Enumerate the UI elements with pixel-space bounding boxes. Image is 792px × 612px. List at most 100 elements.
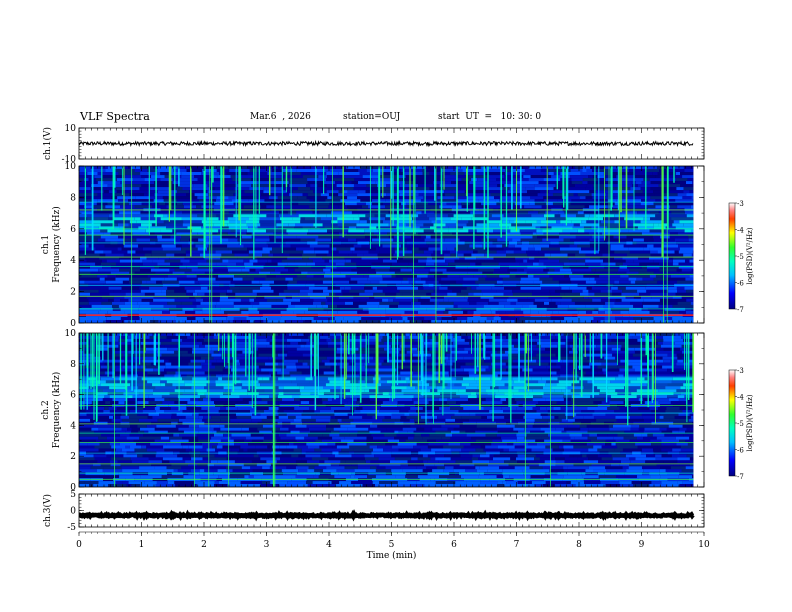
spectrogram-cell [357,280,371,284]
spectrogram-cell [585,259,604,263]
spectrogram-cell [547,256,569,260]
spectrogram-cell [543,268,549,272]
y-tick-label: 10 [65,162,77,172]
spectrogram-cell [109,292,126,296]
spectrogram-cell [234,187,250,191]
spectrogram-cell [197,262,217,266]
spectrogram-cell [202,307,211,311]
spectrogram-cell [672,304,694,308]
spectrogram-cell [423,190,445,194]
spectrogram-cell [475,280,489,284]
spectrogram-cell [227,265,245,269]
spectrogram-cell [421,235,426,239]
spectrogram-cell [469,374,484,378]
spectrogram-cell [608,344,622,348]
spectrogram-cell [614,202,620,206]
spectrogram-cell [124,359,136,363]
spectrogram-cell [337,304,359,308]
spectrogram-cell [671,211,685,215]
spectrogram-cell [311,415,331,419]
spectrogram-cell [674,250,679,254]
spectrogram-cell [164,277,177,281]
spectrogram-cell [380,193,387,197]
spectrogram-cell [201,211,223,215]
spectrogram-cell [399,439,406,443]
spectrogram-cell [260,211,280,215]
spectrogram-cell [344,187,354,191]
spectrogram-cell [530,310,539,314]
spectrogram-cell [513,250,527,254]
spectrogram-cell [516,407,526,410]
spectrogram-cell [594,307,599,311]
spectrogram-cell [524,410,537,413]
spectrogram-cell [680,184,690,188]
spectrogram-cell [473,353,491,357]
spectrogram-cell [534,202,547,206]
spectrogram-cell [286,238,301,242]
spectrogram-cell [576,259,586,263]
spectrogram-cell [321,301,326,305]
spectrogram-cell [377,353,392,357]
spectrogram-cell [474,377,491,381]
spectrogram-cell [615,298,622,302]
spectrogram-cell [273,418,294,422]
spectrogram-cell [403,421,415,425]
spectrogram-cell [219,424,225,428]
spectrogram-cell [589,398,605,402]
spectrogram-cell [673,421,692,425]
spectrogram-cell [660,298,669,302]
spectrogram-cell [282,172,301,176]
spectrogram-cell [246,214,267,218]
spectrogram-cell [667,383,684,387]
spectrogram-cell [450,347,465,351]
spectrogram-cell [233,304,253,308]
spectrogram-cell [385,442,398,446]
spectrogram-cell [266,205,281,209]
spectrogram-cell [285,356,301,360]
spectrogram-cell [499,274,510,278]
spectrogram-cell [669,190,684,194]
spectrogram-cell [245,368,262,372]
spectrogram-cell [675,199,694,203]
spectrogram-cell [467,271,483,275]
spectrogram-cell [242,277,255,281]
spectrogram-cell [375,268,390,272]
spectrogram-cell [448,356,464,360]
spectrogram-cell [341,374,360,378]
spectrogram-cell [140,256,147,260]
spectrogram-cell [366,383,382,387]
spectrogram-cell [419,356,438,360]
spectrogram-cell [100,356,123,360]
spectrogram-cell [547,413,566,416]
spectrogram-cell [163,199,172,203]
spectrogram-cell [163,445,183,449]
spectrogram-cell [467,310,474,314]
spectrogram-cell [266,344,287,348]
spectrogram-cell [502,338,511,342]
spectrogram-cell [90,265,103,269]
spectrogram-cell [201,356,214,360]
spectrogram-cell [143,356,158,360]
spectrogram-cell [319,211,331,215]
spectrogram-cell [439,184,458,188]
spectrogram-cell [586,169,593,173]
spectrogram-cell [514,220,526,224]
spectrogram-cell [457,253,464,257]
spectrogram-cell [579,196,586,200]
spectrogram-cell [370,280,380,284]
spectrogram-cell [604,265,620,269]
spectrogram-cell [79,265,90,269]
ch1-waveform-line [78,139,694,148]
spectrogram-cell [468,268,479,272]
spectrogram-cell [635,280,658,284]
spectrogram-cell [636,395,652,399]
spectrogram-cell [587,202,605,206]
spectrogram-cell [141,298,153,302]
spectrogram-cell [341,353,350,357]
spectrogram-cell [685,310,694,314]
spectrogram-cell [145,244,162,248]
spectrogram-cell [665,410,683,413]
spectrogram-cell [278,392,284,396]
spectrogram-cell [283,386,300,390]
spectrogram-cell [220,407,226,410]
